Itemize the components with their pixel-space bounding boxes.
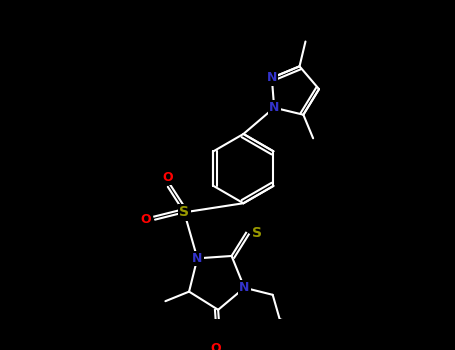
Text: S: S — [179, 205, 189, 219]
Text: O: O — [141, 213, 151, 226]
Text: N: N — [192, 252, 202, 265]
Text: N: N — [267, 71, 277, 84]
Text: O: O — [210, 342, 221, 350]
Text: N: N — [269, 101, 279, 114]
Text: S: S — [252, 226, 262, 240]
Text: O: O — [162, 171, 173, 184]
Text: N: N — [239, 281, 250, 294]
